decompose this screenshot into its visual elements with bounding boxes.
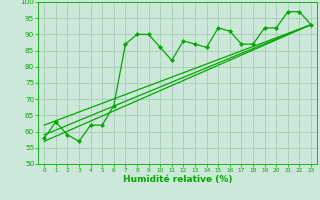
X-axis label: Humidité relative (%): Humidité relative (%) — [123, 175, 232, 184]
